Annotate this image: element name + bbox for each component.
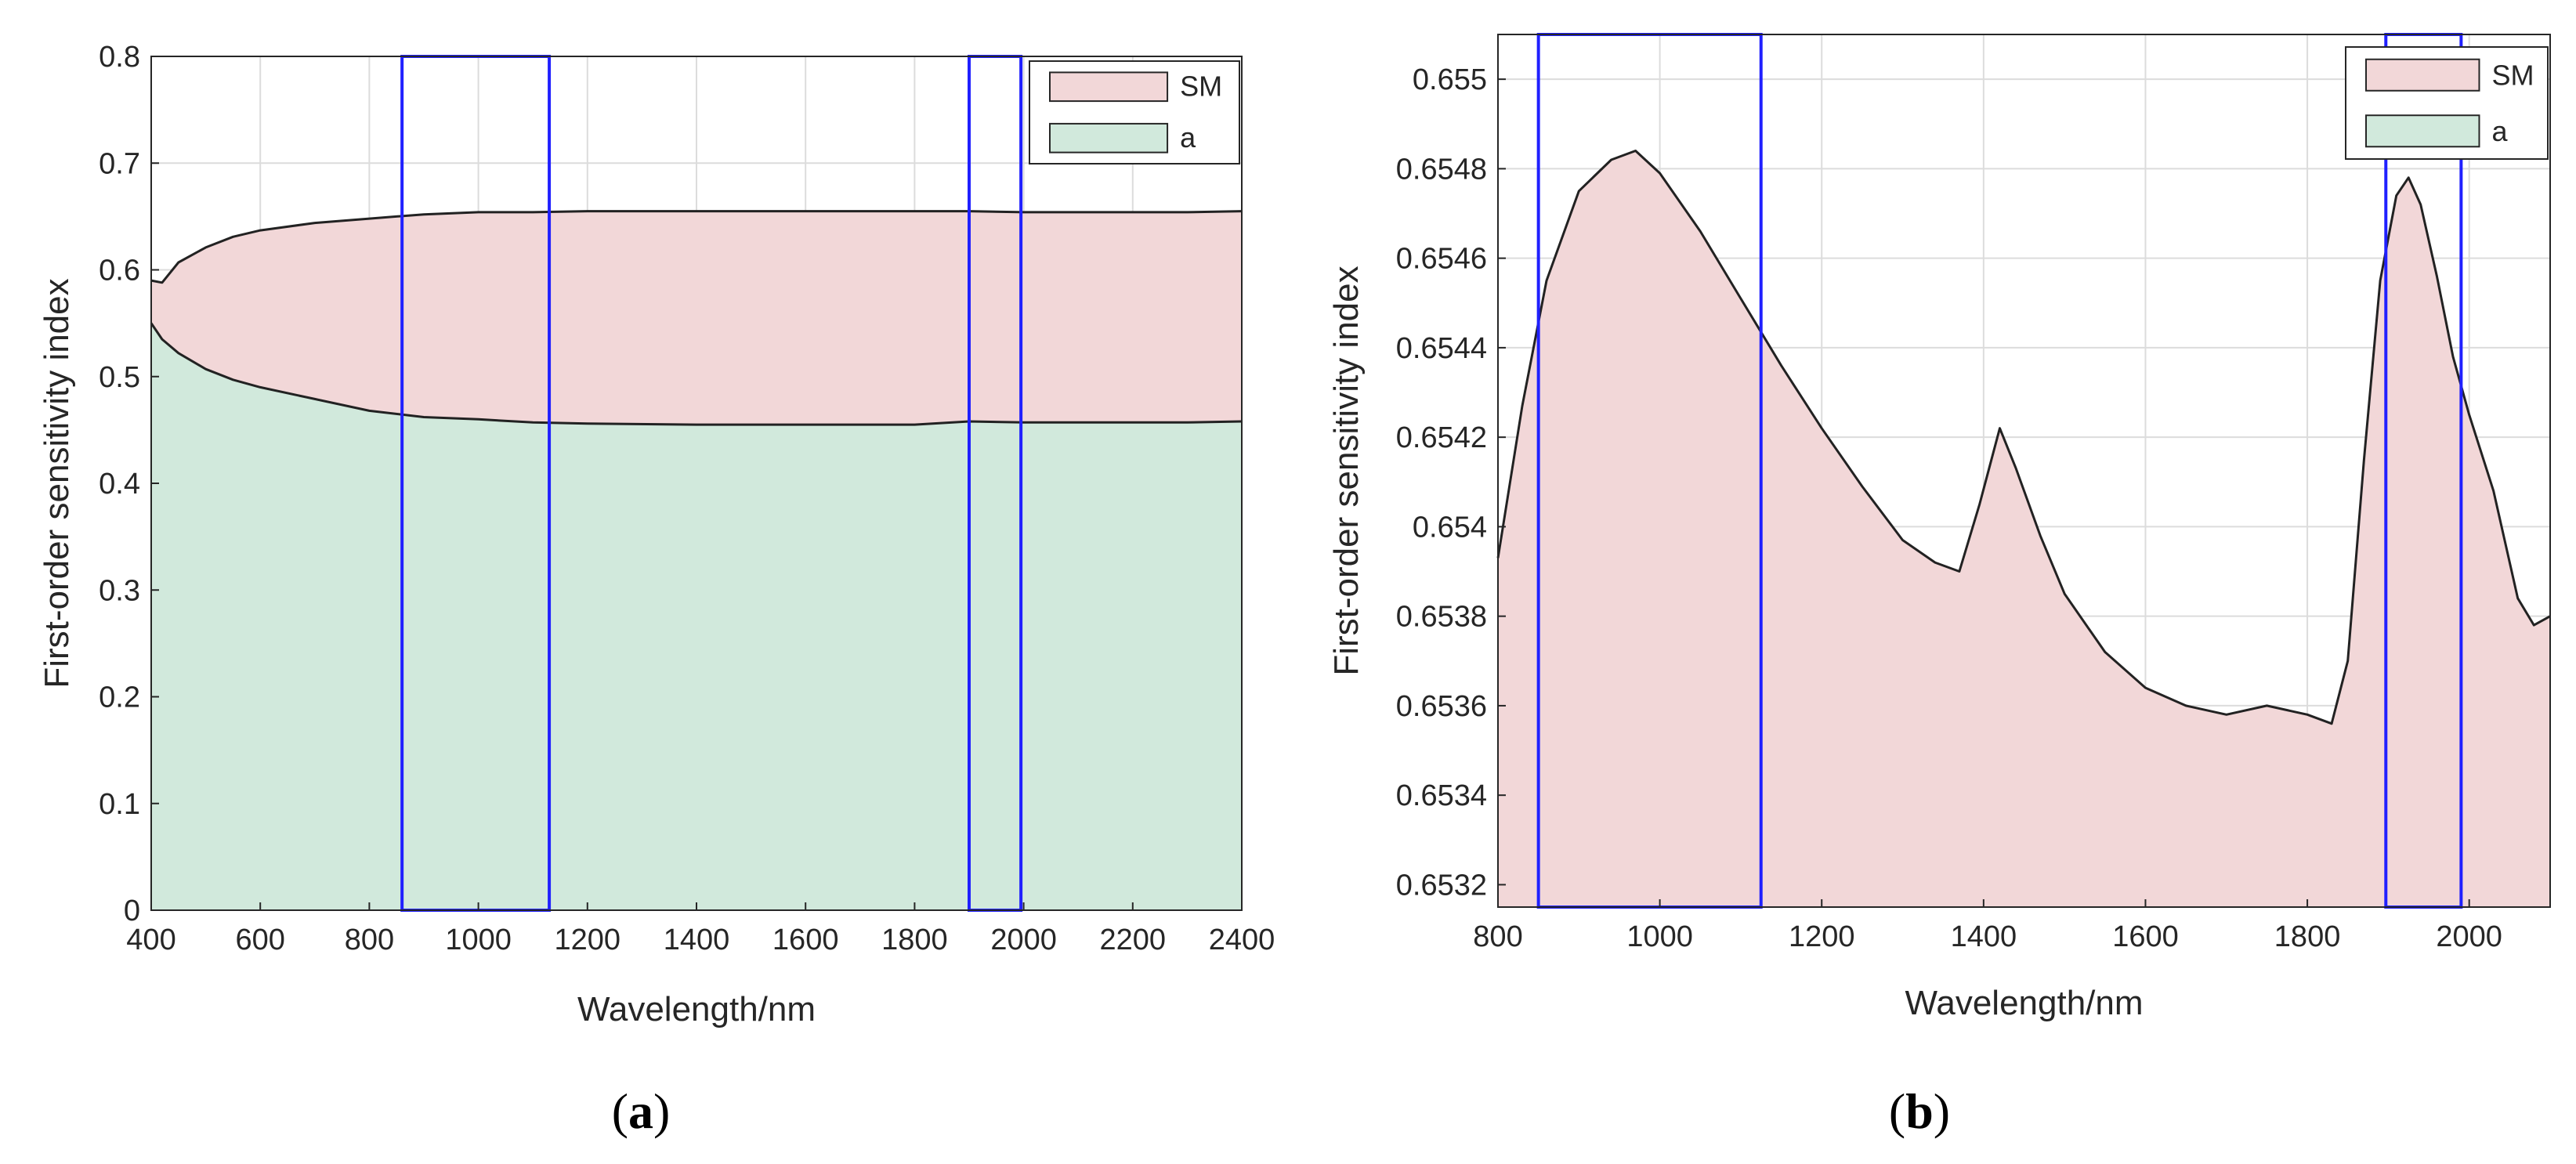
plot-frame-b [1497, 34, 2551, 908]
y-tick-label: 0.5 [99, 361, 140, 394]
curves-b [1496, 150, 2551, 725]
y-axis-label-a: First-order sensitivity index [38, 278, 76, 688]
x-tick-label: 2000 [990, 924, 1057, 956]
y-tick-label: 0.6532 [1396, 869, 1487, 902]
y-tick-label: 0.6546 [1396, 243, 1487, 276]
x-tick-label: 2400 [1209, 924, 1275, 956]
panel-caption-b: (b) [1889, 1083, 1950, 1139]
x-axis-label-b: Wavelength/nm [1905, 984, 2143, 1022]
x-tick-label: 800 [1473, 920, 1522, 953]
y-tick-label: 0.654 [1413, 511, 1487, 544]
x-tick-label: 1000 [1626, 920, 1693, 953]
caption-open-a: ( [612, 1083, 628, 1139]
x-tick-label: 800 [345, 924, 394, 956]
x-tick-label: 1000 [445, 924, 512, 956]
y-tick-label: 0.4 [99, 468, 140, 501]
y-tick-label: 0.6548 [1396, 153, 1487, 186]
chart-panel-b: 800 1000 1200 1400 1600 1800 2000 0.6532 0.6534… [1327, 33, 2551, 1139]
y-tick-label: 0.2 [99, 681, 140, 714]
y-tick-label: 0.3 [99, 574, 140, 607]
caption-open-b: ( [1889, 1083, 1905, 1139]
y-tick-label: 0 [124, 895, 140, 927]
x-tick-label: 600 [235, 924, 284, 956]
boundary-line-sm [1496, 150, 2551, 725]
chart-panel-a: 400 600 800 1000 1200 1400 1600 1800 2000 2200 240… [38, 41, 1275, 1139]
area-series-sm [151, 211, 1242, 425]
y-axis-label-b: First-order sensitivity index [1327, 266, 1366, 675]
y-tick-label: 0.6544 [1396, 332, 1487, 365]
y-tick-labels-b: 0.6532 0.6534 0.6536 0.6538 0.654 0.6542 0.654… [1396, 63, 1506, 902]
caption-letter-b: b [1905, 1083, 1934, 1139]
x-tick-labels-b: 800 1000 1200 1400 1600 1800 2000 [1473, 899, 2502, 953]
x-tick-label: 2000 [2436, 920, 2502, 953]
x-tick-labels-a: 400 600 800 1000 1200 1400 1600 1800 2000 2200 240… [126, 902, 1275, 956]
legend-swatch-a-a [1049, 122, 1169, 154]
y-tick-label: 0.6536 [1396, 690, 1487, 723]
x-tick-label: 1600 [772, 924, 839, 956]
legend-a: SM a [1029, 60, 1240, 164]
legend-swatch-sm-a [1049, 71, 1169, 103]
caption-close-b: ) [1934, 1083, 1950, 1139]
y-tick-labels-a: 0 0.1 0.2 0.3 0.4 0.5 0.6 0.7 0.8 [99, 41, 159, 927]
legend-swatch-sm-b [2365, 58, 2480, 92]
x-tick-label: 400 [126, 924, 175, 956]
y-tick-label: 0.6542 [1396, 421, 1487, 454]
curves-a [150, 210, 1243, 426]
boundary-line-a [150, 322, 1243, 426]
legend-b: SM a [2345, 46, 2549, 160]
x-axis-label-a: Wavelength/nm [577, 990, 816, 1028]
legend-label-a-a: a [1180, 121, 1196, 154]
x-tick-label: 1200 [1789, 920, 1855, 953]
x-tick-label: 1400 [664, 924, 730, 956]
caption-close-a: ) [653, 1083, 670, 1139]
legend-label-sm-b: SM [2491, 60, 2534, 92]
y-tick-label: 0.1 [99, 788, 140, 821]
legend-swatch-a-b [2365, 114, 2480, 148]
areas-a [151, 211, 1242, 911]
x-tick-label: 1200 [555, 924, 621, 956]
caption-letter-a: a [628, 1083, 653, 1139]
x-tick-label: 1600 [2112, 920, 2179, 953]
panel-caption-a: (a) [612, 1083, 671, 1139]
legend-label-sm-a: SM [1180, 70, 1222, 103]
y-tick-label: 0.8 [99, 41, 140, 74]
y-tick-label: 0.6534 [1396, 779, 1487, 812]
y-tick-label: 0.6538 [1396, 601, 1487, 634]
y-tick-label: 0.6 [99, 255, 140, 287]
legend-label-a-b: a [2491, 115, 2508, 147]
x-tick-label: 1800 [2274, 920, 2341, 953]
x-tick-label: 1400 [1951, 920, 2017, 953]
x-tick-label: 2200 [1100, 924, 1167, 956]
boundary-line-sm [150, 210, 1243, 284]
y-tick-label: 0.655 [1413, 63, 1487, 96]
x-tick-label: 1800 [881, 924, 948, 956]
y-tick-label: 0.7 [99, 147, 140, 180]
